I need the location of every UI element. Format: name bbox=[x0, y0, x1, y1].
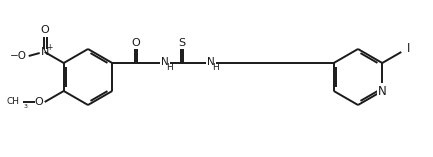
Text: N: N bbox=[207, 57, 215, 67]
Text: 3: 3 bbox=[24, 103, 28, 108]
Text: H: H bbox=[166, 63, 173, 73]
Text: N: N bbox=[378, 84, 387, 97]
Text: O: O bbox=[34, 97, 43, 107]
Text: +: + bbox=[46, 43, 53, 51]
Text: H: H bbox=[212, 63, 219, 73]
Text: S: S bbox=[179, 38, 186, 48]
Text: O: O bbox=[40, 25, 49, 35]
Text: N: N bbox=[41, 47, 49, 57]
Text: CH: CH bbox=[6, 97, 19, 106]
Text: I: I bbox=[407, 43, 410, 56]
Text: O: O bbox=[132, 38, 141, 48]
Text: N: N bbox=[162, 57, 169, 67]
Text: −O: −O bbox=[10, 51, 27, 61]
